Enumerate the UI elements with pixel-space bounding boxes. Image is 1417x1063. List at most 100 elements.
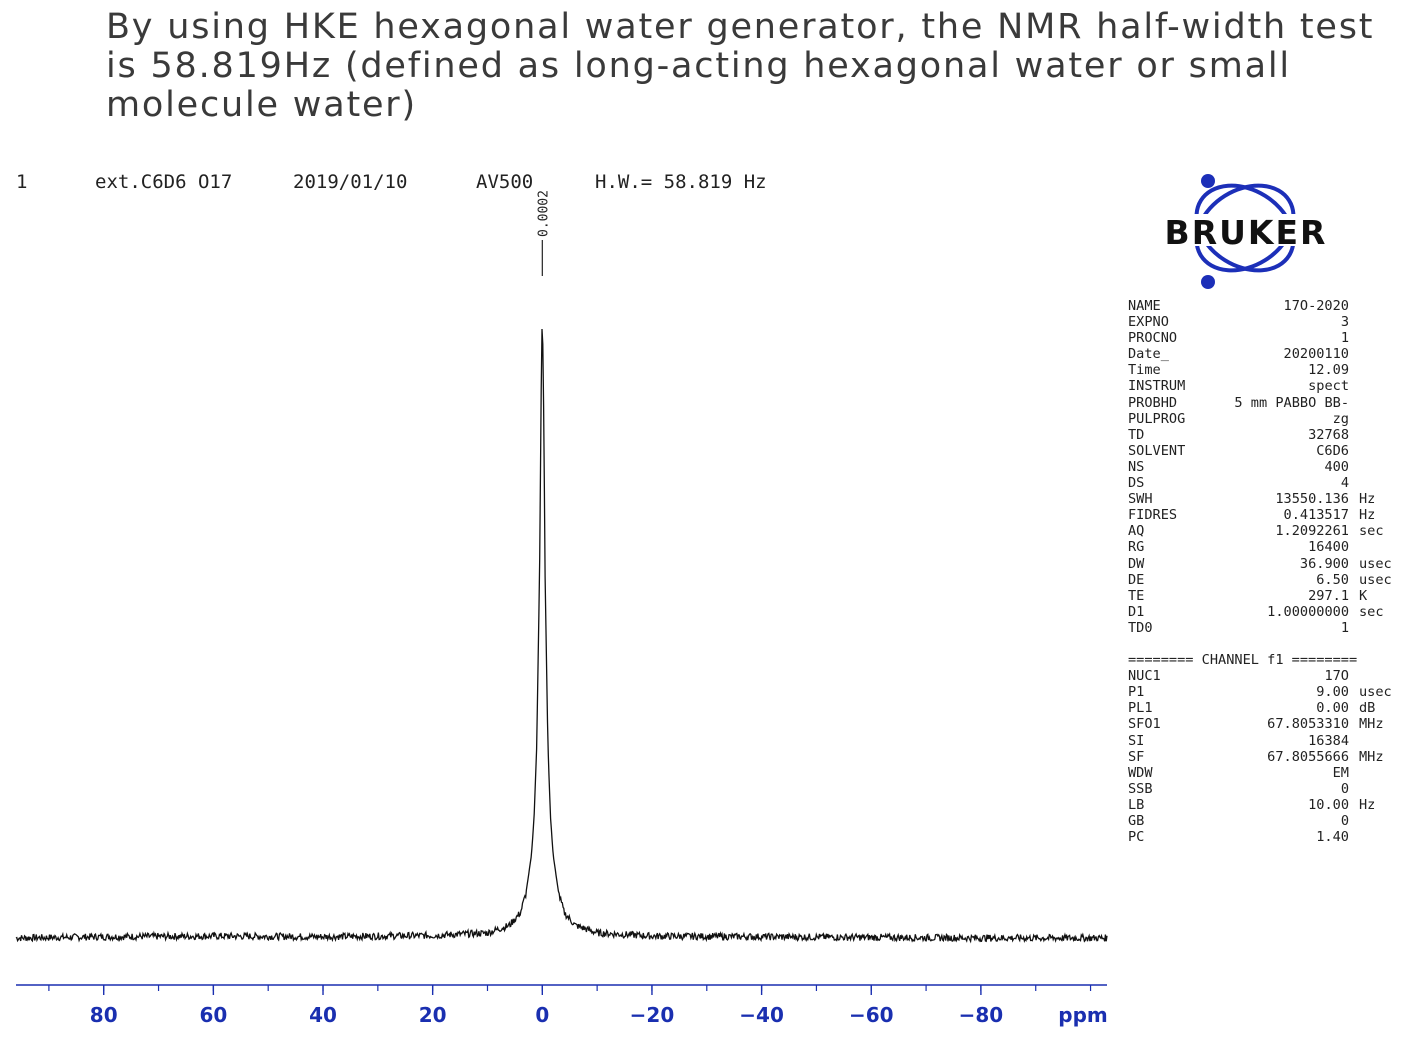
parameter-value: 16384 — [1308, 732, 1349, 749]
parameter-name: PL1 — [1128, 700, 1153, 717]
parameter-row: PULPROG zg — [1128, 411, 1398, 427]
parameter-value: 67.8055666 — [1267, 748, 1349, 765]
parameter-name: TE — [1128, 587, 1145, 604]
parameter-row: D1 1.00000000 sec — [1128, 604, 1398, 620]
parameter-unit: usec — [1359, 555, 1392, 572]
parameter-name: SFO1 — [1128, 716, 1161, 733]
parameter-row: Date_ 20200110 — [1128, 346, 1398, 362]
parameter-value: 400 — [1324, 458, 1349, 475]
x-tick-label: −60 — [849, 1003, 894, 1027]
headline: By using HKE hexagonal water generator, … — [106, 7, 1375, 125]
parameter-name: TD — [1128, 426, 1145, 443]
parameter-row: NAME 17O-2020 — [1128, 298, 1398, 314]
parameter-name: SF — [1128, 748, 1145, 765]
parameter-value: 67.8053310 — [1267, 716, 1349, 733]
plot-layer: 80 60 40 20 0 −20 −40 −60 −80 ppm 0.0002 — [15, 190, 1108, 1027]
parameter-name: PC — [1128, 829, 1145, 846]
parameter-unit: sec — [1359, 523, 1384, 540]
x-tick-label: 40 — [309, 1003, 337, 1027]
electron-bottom — [1201, 275, 1215, 289]
parameter-name: EXPNO — [1128, 314, 1169, 331]
parameter-name: WDW — [1128, 764, 1153, 781]
parameter-name: NS — [1128, 458, 1145, 475]
parameter-unit: Hz — [1359, 507, 1376, 524]
parameter-value: 12.09 — [1308, 362, 1349, 379]
parameter-name: INSTRUM — [1128, 378, 1186, 395]
parameter-name: RG — [1128, 539, 1145, 556]
parameter-list: NAME 17O-2020 EXPNO 3 PROCNO 1 Date_ 20200110 Ti… — [1128, 298, 1398, 636]
parameter-name: LB — [1128, 796, 1145, 813]
parameter-unit: sec — [1359, 603, 1384, 620]
date-label: 2019/01/10 — [293, 171, 408, 193]
x-tick-label: −80 — [959, 1003, 1004, 1027]
parameter-value: 16400 — [1308, 539, 1349, 556]
parameter-unit: Hz — [1359, 796, 1376, 813]
half-width-label: H.W.= 58.819 Hz — [595, 171, 767, 193]
parameter-row: DW 36.900 usec — [1128, 556, 1398, 572]
parameter-row: DS 4 — [1128, 475, 1398, 491]
x-tick-label: 20 — [419, 1003, 447, 1027]
parameter-value: 20200110 — [1283, 346, 1349, 363]
parameter-name: SWH — [1128, 491, 1153, 508]
parameter-name: PULPROG — [1128, 410, 1186, 427]
parameter-value: 1.40 — [1316, 829, 1349, 846]
parameter-value: 9.00 — [1316, 684, 1349, 701]
parameter-row: SOLVENT C6D6 — [1128, 443, 1398, 459]
parameter-row: NS 400 — [1128, 459, 1398, 475]
parameter-row: NUC1 17O — [1128, 668, 1398, 684]
parameter-value: 5 mm PABBO BB- — [1234, 394, 1349, 411]
parameter-value: 17O — [1324, 668, 1349, 685]
parameter-name: SOLVENT — [1128, 442, 1186, 459]
parameter-unit: MHz — [1359, 716, 1384, 733]
parameter-row: LB 10.00 Hz — [1128, 797, 1398, 813]
x-axis-unit-label: ppm — [1058, 1003, 1107, 1027]
parameter-row: TD0 1 — [1128, 620, 1398, 636]
parameter-value: 10.00 — [1308, 796, 1349, 813]
x-tick-label: 80 — [90, 1003, 118, 1027]
parameter-row: AQ 1.2092261 sec — [1128, 523, 1398, 539]
parameter-name: PROCNO — [1128, 330, 1178, 347]
parameter-row: Time 12.09 — [1128, 362, 1398, 378]
parameter-row: FIDRES 0.413517 Hz — [1128, 507, 1398, 523]
parameter-name: NAME — [1128, 298, 1161, 314]
parameter-value: 13550.136 — [1275, 491, 1349, 508]
parameter-row: TE 297.1 K — [1128, 588, 1398, 604]
parameter-name: P1 — [1128, 684, 1145, 701]
electron-top — [1201, 174, 1215, 188]
parameter-row: EXPNO 3 — [1128, 314, 1398, 330]
parameter-unit: usec — [1359, 571, 1392, 588]
parameter-value: 32768 — [1308, 426, 1349, 443]
parameter-row: SSB 0 — [1128, 781, 1398, 797]
parameter-unit: usec — [1359, 684, 1392, 701]
parameter-row: WDW EM — [1128, 765, 1398, 781]
orbit-two — [1194, 183, 1296, 273]
parameter-row: SI 16384 — [1128, 733, 1398, 749]
acquisition-parameters: NAME 17O-2020 EXPNO 3 PROCNO 1 Date_ 20200110 Ti… — [1128, 298, 1398, 845]
x-tick-label: 0 — [535, 1003, 549, 1027]
expno-label: 1 — [16, 171, 28, 193]
parameter-name: AQ — [1128, 523, 1145, 540]
parameter-value: C6D6 — [1316, 442, 1349, 459]
x-tick-label: −20 — [630, 1003, 675, 1027]
parameter-value: 1.00000000 — [1267, 603, 1349, 620]
parameter-row: P1 9.00 usec — [1128, 684, 1398, 700]
parameter-row: PL1 0.00 dB — [1128, 700, 1398, 716]
parameter-row: SF 67.8055666 MHz — [1128, 749, 1398, 765]
channel-parameter-list: NUC1 17O P1 9.00 usec PL1 0.00 dB SFO1 67.8053310… — [1128, 668, 1398, 845]
parameter-row: SFO1 67.8053310 MHz — [1128, 716, 1398, 732]
spectrum-line — [15, 328, 1108, 944]
parameter-value: 17O-2020 — [1283, 298, 1349, 314]
parameter-value: spect — [1308, 378, 1349, 395]
parameter-value: 0 — [1340, 813, 1349, 829]
parameter-unit: K — [1359, 587, 1368, 604]
parameter-name: DW — [1128, 555, 1145, 572]
peak-label: 0.0002 — [536, 190, 551, 237]
x-tick-label: −40 — [739, 1003, 784, 1027]
parameter-row: PROBHD 5 mm PABBO BB- — [1128, 395, 1398, 411]
parameter-name: DS — [1128, 475, 1145, 492]
parameter-name: SSB — [1128, 780, 1153, 797]
logo-text: BRUKER — [1165, 213, 1328, 252]
parameter-value: 6.50 — [1316, 571, 1349, 588]
parameter-row: PROCNO 1 — [1128, 330, 1398, 346]
